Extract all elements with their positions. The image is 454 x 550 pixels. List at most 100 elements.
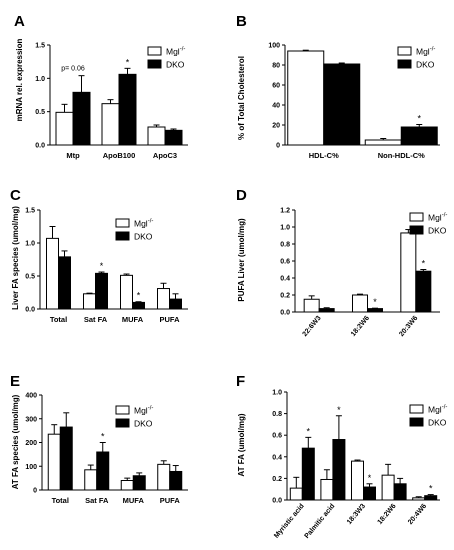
- bar-mgl: [289, 487, 303, 501]
- legend-label-superscript: -/-: [180, 47, 186, 53]
- y-tick-label: 0: [276, 143, 280, 150]
- bar-mgl: [364, 139, 402, 146]
- legend-swatch-mgl: [115, 218, 130, 228]
- legend-label-base: Mgl: [428, 405, 442, 415]
- x-tick-label: HDL-C%: [309, 151, 339, 160]
- bar-mgl: [120, 274, 133, 310]
- bar-mgl: [320, 478, 334, 501]
- panel-b: B 0 20 40 60 80 100 % of Total Cholesterol HDL-C…: [236, 13, 440, 160]
- x-tick-label: ApoC3: [153, 151, 177, 160]
- bar-mgl: [400, 232, 417, 313]
- y-axis-title: AT FA (umol/mg): [237, 413, 246, 476]
- x-tick-label: Sat FA: [85, 496, 109, 505]
- x-tick-label: MUFA: [123, 496, 145, 505]
- y-tick-label: 0: [33, 488, 37, 495]
- significance-star: *: [368, 473, 372, 483]
- legend-label-dko: DKO: [166, 60, 185, 70]
- p-value-annotation: p= 0.06: [61, 65, 85, 72]
- y-tick-label: 300: [25, 416, 37, 423]
- panel-label: D: [236, 187, 247, 204]
- significance-star: *: [373, 297, 377, 307]
- bar-mgl: [83, 293, 96, 310]
- significance-star: *: [337, 405, 341, 415]
- y-tick-label: 0.0: [35, 143, 45, 150]
- significance-star: *: [137, 291, 141, 301]
- bar-mgl: [352, 294, 368, 313]
- bar-dko: [415, 270, 432, 313]
- x-tick-label: Total: [52, 496, 69, 505]
- y-tick-label: 1.0: [35, 76, 45, 83]
- legend-label-dko: DKO: [416, 60, 435, 70]
- bar-dko: [96, 451, 110, 491]
- legend-swatch-dko: [115, 418, 130, 428]
- x-tick-label: 18:2W6: [350, 315, 371, 338]
- legend-swatch-mgl: [115, 405, 130, 415]
- bar-dko: [400, 126, 438, 146]
- x-tick-label: 20:4W6: [407, 503, 428, 526]
- bar-dko: [132, 301, 145, 310]
- x-tick-label: Mtp: [66, 151, 80, 160]
- legend-label-mgl: Mgl-/-: [166, 47, 185, 57]
- legend: Mgl-/- DKO: [115, 405, 153, 429]
- bar-mgl: [303, 298, 320, 313]
- bar-mgl: [47, 433, 61, 491]
- bar-dko: [332, 439, 346, 501]
- y-axis-title: PUFA Liver (umol/mg): [237, 218, 246, 302]
- legend-swatch-mgl: [397, 46, 412, 56]
- bar-mgl: [147, 126, 166, 146]
- y-tick-label: 0.2: [280, 293, 290, 300]
- legend-swatch-dko: [397, 59, 412, 69]
- x-tick-label: Sat FA: [84, 315, 108, 324]
- x-tick-label: 18:3W3: [346, 503, 367, 526]
- bar-dko: [164, 129, 183, 146]
- y-tick-label: 0.5: [35, 109, 45, 116]
- bar-dko: [393, 483, 407, 501]
- bar-dko: [367, 308, 383, 313]
- legend-label-mgl: Mgl-/-: [428, 213, 447, 223]
- y-tick-label: 100: [268, 43, 280, 50]
- legend-swatch-dko: [409, 417, 424, 427]
- legend: Mgl-/- DKO: [409, 404, 447, 428]
- legend-label-base: Mgl: [428, 213, 442, 223]
- bar-dko: [58, 256, 71, 310]
- legend-swatch-dko: [409, 225, 424, 235]
- panel-d: D 0.0 0.2 0.4 0.6 0.8 1.0 1.2 PUFA Liver (umol/m…: [236, 187, 447, 338]
- bar-dko: [424, 495, 438, 501]
- legend-label-mgl: Mgl-/-: [416, 47, 435, 57]
- y-tick-label: 60: [272, 83, 280, 90]
- panel-label: C: [10, 187, 21, 204]
- legend-label-base: Mgl: [134, 219, 148, 229]
- y-tick-label: 1.0: [25, 241, 35, 248]
- legend-label-mgl: Mgl-/-: [428, 405, 447, 415]
- y-tick-label: 0.0: [272, 498, 282, 505]
- x-tick-label: 18:2W6: [377, 503, 398, 526]
- panel-label: E: [10, 373, 20, 390]
- bar-mgl: [120, 480, 134, 491]
- legend-label-base: Mgl: [166, 47, 180, 57]
- y-tick-label: 0.4: [272, 454, 282, 461]
- bar-dko: [363, 486, 376, 501]
- bar-mgl: [101, 103, 120, 146]
- legend-label-dko: DKO: [428, 418, 447, 428]
- y-tick-label: 0.8: [280, 242, 290, 249]
- legend-swatch-mgl: [147, 46, 162, 56]
- x-tick-label: ApoB100: [103, 151, 136, 160]
- bar-mgl: [351, 460, 364, 501]
- legend-swatch-dko: [147, 59, 162, 69]
- legend-swatch-dko: [115, 231, 130, 241]
- bar-dko: [132, 475, 146, 491]
- bar-dko: [301, 447, 315, 501]
- x-tick-label: PUFA: [160, 496, 181, 505]
- y-tick-label: 0.4: [280, 276, 290, 283]
- bar-mgl: [55, 111, 74, 146]
- y-tick-label: 20: [272, 123, 280, 130]
- bar-mgl: [287, 50, 325, 146]
- x-tick-label: 20:3W6: [398, 315, 419, 338]
- significance-star: *: [429, 484, 433, 494]
- legend: Mgl-/- DKO: [409, 212, 447, 236]
- bar-dko: [59, 426, 73, 491]
- y-tick-label: 0.6: [272, 433, 282, 440]
- y-axis-title: % of Total Cholesterol: [237, 56, 246, 140]
- y-tick-label: 0.5: [25, 274, 35, 281]
